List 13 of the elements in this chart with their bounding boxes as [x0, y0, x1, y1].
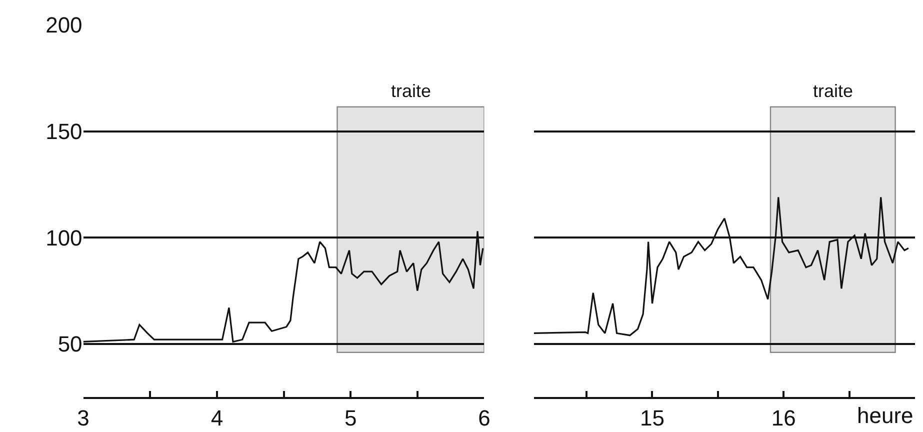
y-tick-label: 50: [58, 332, 82, 357]
x-tick-label: 16: [771, 405, 796, 430]
y-tick-label: 150: [46, 118, 82, 144]
y-tick-label: 100: [46, 225, 82, 250]
x-tick-label: 6: [478, 405, 490, 430]
y-tick-label: 200: [46, 12, 82, 38]
band-label: traite: [391, 81, 432, 101]
x-tick-label: 5: [344, 405, 357, 430]
band-label: traite: [813, 81, 854, 101]
x-tick-label: 3: [77, 405, 90, 430]
x-axis-title: heure: [857, 403, 914, 428]
x-tick-label: 4: [210, 405, 224, 430]
x-tick-label: 15: [640, 405, 664, 430]
